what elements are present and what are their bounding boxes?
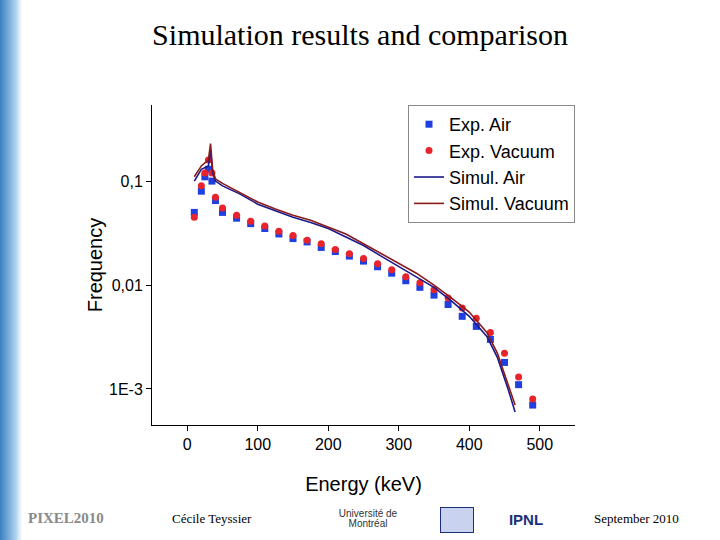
svg-text:Simul. Vacuum: Simul. Vacuum xyxy=(449,194,569,214)
svg-text:Simul. Air: Simul. Air xyxy=(449,168,525,188)
svg-text:200: 200 xyxy=(315,436,342,453)
html-text:Université de Montréal: Université de Montréal xyxy=(338,508,398,529)
svg-text:0,1: 0,1 xyxy=(121,173,143,190)
svg-text:Frequency: Frequency xyxy=(84,218,106,313)
svg-text:Energy (keV): Energy (keV) xyxy=(305,473,422,495)
svg-text:Exp. Vacuum: Exp. Vacuum xyxy=(449,142,555,162)
svg-text:400: 400 xyxy=(456,436,483,453)
html-text:September 2010: September 2010 xyxy=(594,511,679,526)
svg-text:0: 0 xyxy=(183,436,192,453)
svg-text:1E-3: 1E-3 xyxy=(109,381,143,398)
html-text:IPNL: IPNL xyxy=(508,510,544,528)
svg-text:300: 300 xyxy=(385,436,412,453)
svg-text:500: 500 xyxy=(526,436,553,453)
svg-text:100: 100 xyxy=(244,436,271,453)
html-text:Cécile Teyssier: Cécile Teyssier xyxy=(172,511,252,526)
html-text:Simulation results and compari: Simulation results and comparison xyxy=(152,18,568,51)
svg-text:Exp. Air: Exp. Air xyxy=(449,115,511,135)
svg-text:0,01: 0,01 xyxy=(112,277,143,294)
html-text:PIXEL2010: PIXEL2010 xyxy=(28,510,104,526)
